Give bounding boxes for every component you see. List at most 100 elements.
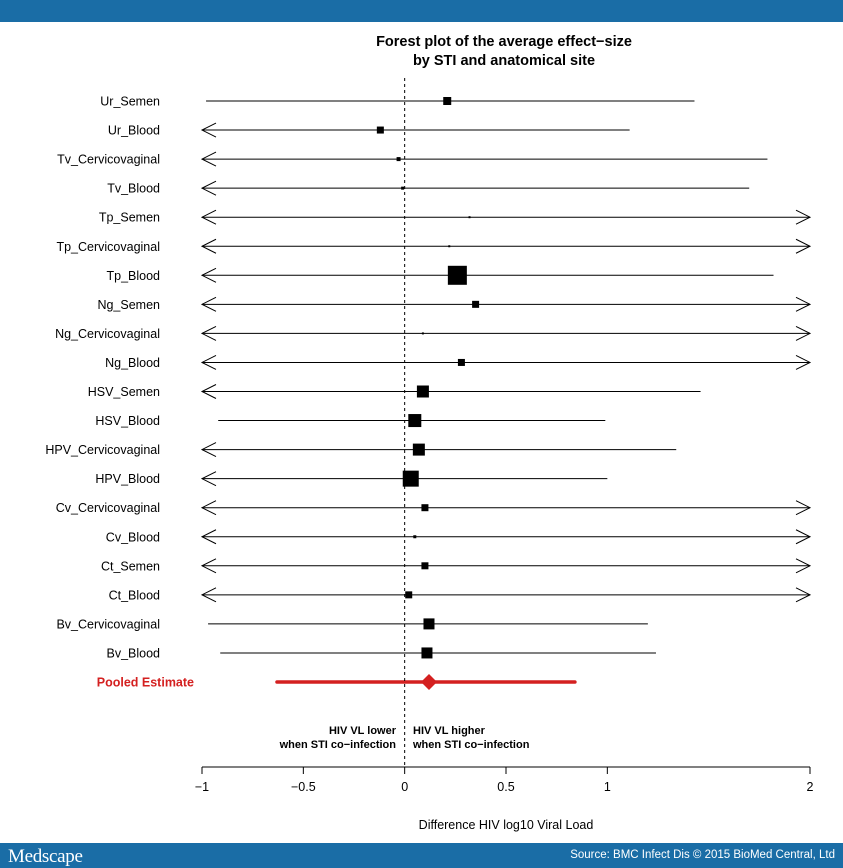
study-label: Tp_Blood (106, 269, 160, 283)
study-label: Ng_Cervicovaginal (55, 327, 160, 341)
study-label: HPV_Cervicovaginal (45, 443, 160, 457)
x-axis: −1 −0.5 0 0.5 1 2 (195, 766, 814, 794)
effect-size-marker (421, 647, 433, 659)
effect-size-marker (402, 470, 419, 487)
left-arrow-icon (200, 238, 217, 254)
study-row: Tp_Semen (99, 209, 812, 225)
left-arrow-icon (200, 500, 217, 516)
right-arrow-icon (795, 325, 812, 341)
left-arrow-icon (200, 384, 217, 399)
effect-size-marker (472, 300, 480, 308)
effect-size-marker (447, 265, 467, 285)
effect-size-marker (401, 186, 405, 190)
left-arrow-icon (200, 355, 217, 370)
left-arrow-icon (200, 122, 217, 138)
effect-size-marker (423, 618, 435, 630)
study-row: Cv_Cervicovaginal (56, 500, 812, 516)
right-arrow-icon (795, 355, 812, 370)
source-credit: Source: BMC Infect Dis © 2015 BioMed Cen… (570, 849, 835, 861)
study-label: HPV_Blood (95, 472, 160, 486)
study-label: HSV_Semen (88, 385, 160, 399)
effect-size-marker (416, 385, 429, 398)
left-arrow-icon (200, 267, 217, 283)
study-row: HSV_Semen (88, 384, 701, 399)
right-arrow-icon (795, 558, 812, 574)
study-label: Ct_Blood (109, 588, 160, 602)
right-arrow-icon (795, 209, 812, 225)
study-label: Ur_Blood (108, 124, 160, 138)
effect-size-marker (457, 358, 465, 366)
bottom-banner: Medscape Source: BMC Infect Dis © 2015 B… (0, 843, 843, 868)
medscape-logo: Medscape (8, 846, 83, 867)
right-arrow-icon (795, 529, 812, 545)
right-arrow-icon (795, 296, 812, 312)
effect-size-marker (421, 504, 429, 512)
effect-size-marker (421, 562, 429, 570)
effect-size-marker (405, 591, 413, 599)
study-row: Ng_Blood (105, 355, 812, 370)
effect-size-marker (376, 126, 384, 134)
study-row: HPV_Blood (95, 470, 608, 487)
forest-plot: Forest plot of the average effect−size b… (45, 34, 814, 832)
right-arrow-icon (795, 500, 812, 516)
study-row: HSV_Blood (95, 414, 606, 428)
left-arrow-icon (200, 209, 217, 225)
study-label: Ct_Semen (101, 559, 160, 573)
right-arrow-icon (795, 238, 812, 254)
study-label: Tp_Semen (99, 211, 160, 225)
x-tick-label: −1 (195, 780, 209, 794)
effect-size-marker (421, 332, 424, 335)
study-row: Tv_Blood (107, 180, 750, 196)
study-label: HSV_Blood (95, 414, 160, 428)
pooled-estimate-label: Pooled Estimate (97, 676, 194, 690)
effect-size-marker (396, 157, 401, 162)
effect-size-marker (448, 245, 451, 248)
annotation-right-line-1: HIV VL higher (413, 725, 486, 737)
study-label: Ur_Semen (100, 95, 160, 109)
study-label: Tv_Blood (107, 182, 160, 196)
annotation-left-line-2: when STI co−infection (279, 739, 397, 751)
left-arrow-icon (200, 587, 217, 603)
left-arrow-icon (200, 296, 217, 312)
study-label: Tp_Cervicovaginal (56, 240, 160, 254)
pooled-diamond-marker (420, 674, 437, 690)
study-row: Tp_Blood (106, 265, 774, 285)
study-label: Cv_Blood (106, 530, 160, 544)
study-row: HPV_Cervicovaginal (45, 442, 677, 458)
x-tick-label: −0.5 (291, 780, 316, 794)
x-tick-label: 0.5 (497, 780, 514, 794)
study-label: Ng_Semen (97, 298, 160, 312)
left-arrow-icon (200, 442, 217, 458)
effect-size-marker (408, 414, 422, 428)
study-row: Ur_Semen (100, 95, 695, 109)
study-row: Ct_Semen (101, 558, 812, 574)
left-arrow-icon (200, 151, 217, 167)
study-row: Ur_Blood (108, 122, 630, 138)
study-label: Bv_Blood (106, 646, 160, 660)
annotation-left-line-1: HIV VL lower (329, 725, 397, 737)
x-axis-label: Difference HIV log10 Viral Load (419, 818, 594, 832)
study-row: Ng_Cervicovaginal (55, 325, 812, 341)
left-arrow-icon (200, 558, 217, 574)
right-arrow-icon (795, 587, 812, 603)
x-tick-label: 1 (604, 780, 611, 794)
chart-title-line-1: Forest plot of the average effect−size (376, 34, 632, 50)
x-tick-label: 2 (807, 780, 814, 794)
effect-size-marker (413, 535, 417, 539)
study-row: Ng_Semen (97, 296, 812, 312)
chart-title-line-2: by STI and anatomical site (413, 53, 595, 69)
study-label: Cv_Cervicovaginal (56, 501, 160, 515)
top-banner (0, 0, 843, 22)
study-rows: Ur_Semen Ur_Blood Tv_Cervicovaginal Tv_Bloo… (45, 95, 812, 660)
annotation-right-line-2: when STI co−infection (412, 739, 530, 751)
study-row: Bv_Cervicovaginal (56, 617, 648, 631)
left-arrow-icon (200, 325, 217, 341)
left-arrow-icon (200, 529, 217, 545)
study-row: Tp_Cervicovaginal (56, 238, 812, 254)
effect-size-marker (468, 216, 471, 219)
study-row: Tv_Cervicovaginal (57, 151, 768, 167)
study-label: Ng_Blood (105, 356, 160, 370)
study-label: Bv_Cervicovaginal (56, 617, 160, 631)
left-arrow-icon (200, 471, 217, 487)
study-label: Tv_Cervicovaginal (57, 153, 160, 167)
